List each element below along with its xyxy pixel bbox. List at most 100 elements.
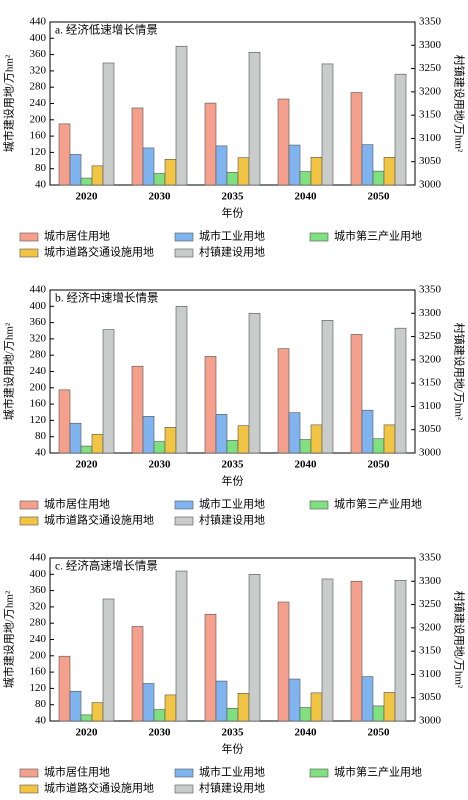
bar [237,692,250,722]
bar [383,156,396,186]
y2-tick-label: 3150 [419,109,442,121]
y-tick-label: 200 [30,381,47,393]
legend-swatch [19,768,39,778]
bar [153,173,166,186]
bar [226,172,239,186]
y2-axis-label: 村镇建设用地/万hm² [452,55,466,153]
bar [310,424,323,454]
bar [310,156,323,186]
bar [237,425,250,454]
x-tick-label: 2040 [295,191,318,203]
bar [102,62,115,186]
y-tick-label: 360 [30,48,47,60]
bar [350,92,363,186]
bar [69,690,82,722]
x-tick-label: 2050 [368,727,391,739]
x-axis-label: 年份 [222,474,244,488]
bar [226,708,239,722]
y-tick-label: 120 [30,682,47,694]
bar [299,707,312,722]
x-tick-label: 2050 [368,191,391,203]
legend-label: 村镇建设用地 [199,513,265,527]
legend-swatch [19,232,39,242]
bar [58,389,71,454]
bar [80,445,93,454]
chart-title: b. 经济中速增长情景 [55,291,159,305]
legend-label: 城市工业用地 [199,229,265,243]
x-axis-label: 年份 [222,742,244,756]
bar [80,177,93,186]
bar [80,714,93,722]
bar [299,171,312,186]
legend-swatch [174,784,194,794]
bar [215,413,228,454]
bar [69,422,82,454]
y2-tick-label: 3300 [419,307,442,319]
y-tick-label: 200 [30,649,47,661]
y-axis-label: 城市建设用地/万hm² [2,322,16,420]
bar [102,329,115,454]
y2-tick-label: 3050 [419,691,442,703]
legend-label: 城市工业用地 [199,765,265,779]
legend-swatch [19,516,39,526]
y-tick-label: 40 [35,447,47,459]
bar [91,433,104,454]
x-tick-label: 2040 [295,727,318,739]
legend-label: 城市道路交通设施用地 [44,513,154,527]
y-tick-label: 400 [30,300,47,312]
bar [164,159,177,186]
y-tick-label: 240 [30,633,47,645]
y2-tick-label: 3100 [419,668,442,680]
x-tick-label: 2030 [149,191,172,203]
y-tick-label: 360 [30,584,47,596]
y2-tick-label: 3350 [419,552,442,564]
bar [142,416,155,454]
y-tick-label: 200 [30,113,47,125]
bar [58,655,71,722]
bar [131,626,144,722]
bar [372,705,385,722]
legend-label: 村镇建设用地 [199,781,265,795]
x-axis-label: 年份 [222,206,244,220]
y-tick-label: 320 [30,600,47,612]
legend-swatch [174,248,194,258]
y-tick-label: 320 [30,64,47,76]
y2-tick-label: 3300 [419,39,442,51]
y-tick-label: 320 [30,332,47,344]
y2-tick-label: 3000 [419,179,442,191]
bar [394,73,407,186]
y2-tick-label: 3250 [419,62,442,74]
bar [142,683,155,722]
bar [131,107,144,186]
y2-tick-label: 3100 [419,132,442,144]
y2-tick-label: 3000 [419,447,442,459]
x-tick-label: 2030 [149,727,172,739]
bar [215,145,228,186]
y2-axis-label: 村镇建设用地/万hm² [452,591,466,689]
y2-tick-label: 3150 [419,645,442,657]
bar [372,438,385,454]
y-tick-label: 280 [30,349,47,361]
bar [383,424,396,454]
legend-label: 城市道路交通设施用地 [44,781,154,795]
y2-tick-label: 3150 [419,377,442,389]
x-tick-label: 2050 [368,459,391,471]
bar [91,702,104,722]
legend-label: 城市道路交通设施用地 [44,245,154,259]
y-tick-label: 160 [30,666,47,678]
chart-title: a. 经济低速增长情景 [55,23,158,37]
bar [361,144,374,186]
bar [350,334,363,454]
y-tick-label: 440 [30,552,47,564]
bar [248,51,261,186]
bar [69,154,82,186]
y-tick-label: 400 [30,32,47,44]
bar [142,147,155,186]
legend-swatch [174,232,194,242]
legend-label: 城市工业用地 [199,497,265,511]
bar [321,578,334,722]
y2-tick-label: 3300 [419,575,442,587]
y-tick-label: 120 [30,414,47,426]
bar [277,601,290,722]
